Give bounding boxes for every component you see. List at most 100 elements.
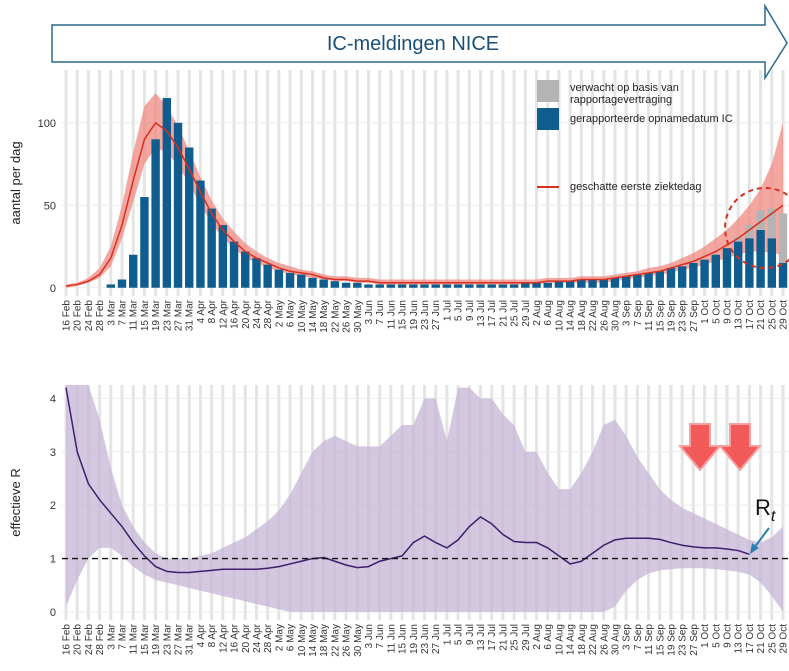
pointer-head <box>750 543 759 554</box>
x-tick-label: 13 Jul <box>476 300 487 327</box>
bar <box>151 139 160 288</box>
x-tick-label: 24 Apr <box>252 623 263 653</box>
x-tick-label: 11 Jun <box>386 624 397 653</box>
bar <box>509 284 519 288</box>
bar <box>521 282 530 288</box>
x-tick-label: 20 Feb <box>73 300 84 332</box>
x-tick-label: 23 Jun <box>420 624 431 654</box>
x-tick-label: 27 Mar <box>174 299 185 331</box>
banner-arrow <box>51 3 788 81</box>
x-tick-label: 6 May <box>286 300 297 327</box>
confidence-band <box>66 385 783 612</box>
x-tick-label: 2 May <box>274 300 285 327</box>
y-tick-label: 2 <box>50 500 56 512</box>
bar <box>722 248 732 288</box>
bar <box>420 284 429 288</box>
x-tick-label: 21 Jul <box>498 300 509 327</box>
x-tick-label: 14 May <box>308 624 319 657</box>
y-axis-label: aantal per dag <box>8 141 23 224</box>
y-tick-label: 100 <box>38 118 56 130</box>
down-arrow <box>717 423 763 472</box>
bar-stacked <box>767 208 776 239</box>
annotation-main: R <box>755 495 771 520</box>
x-tick-label: 8 Apr <box>207 299 218 323</box>
x-tick-label: 30 May <box>353 300 364 333</box>
bar <box>173 122 183 288</box>
bar <box>487 284 496 288</box>
x-tick-label: 9 Oct <box>722 624 733 648</box>
x-tick-label: 27 Sep <box>689 300 700 332</box>
x-tick-label: 28 Feb <box>95 624 106 656</box>
bar <box>285 272 295 288</box>
banner-title: IC-meldingen NICE <box>327 33 499 55</box>
x-tick-label: 7 Sep <box>633 300 644 327</box>
x-tick-label: 2 Aug <box>532 624 543 650</box>
y-tick-label: 1 <box>50 554 56 566</box>
x-tick-label: 13 Oct <box>734 624 745 654</box>
x-tick-label: 15 Jun <box>398 300 409 330</box>
x-tick-label: 17 Oct <box>745 624 756 654</box>
x-tick-label: 30 May <box>353 624 364 657</box>
x-tick-label: 5 Jul <box>454 300 465 321</box>
x-tick-label: 24 Feb <box>84 300 95 332</box>
x-tick-label: 10 May <box>297 624 308 657</box>
x-tick-label: 29 Oct <box>779 300 789 330</box>
x-tick-label: 2 May <box>274 624 285 651</box>
bar <box>633 274 642 288</box>
bar <box>745 238 754 288</box>
line <box>65 121 784 287</box>
x-tick-label: 5 Oct <box>711 300 722 324</box>
bar <box>554 281 564 288</box>
x-tick-label: 18 May <box>319 300 330 333</box>
x-tick-label: 7 Jun <box>375 624 386 648</box>
x-tick-label: 19 Mar <box>151 299 162 331</box>
x-tick-label: 24 Apr <box>252 299 263 329</box>
annotation: Rt <box>755 495 776 525</box>
x-tick-label: 23 Mar <box>162 299 173 331</box>
bar <box>117 279 127 288</box>
x-tick-label: 22 May <box>330 300 341 333</box>
bar <box>442 284 452 288</box>
x-tick-label: 11 Mar <box>129 623 140 654</box>
x-tick-label: 24 Feb <box>84 624 95 656</box>
line <box>65 387 750 574</box>
x-tick-label: 11 Sep <box>644 624 655 655</box>
x-tick-label: 4 Apr <box>196 299 207 323</box>
bar <box>767 238 776 288</box>
x-tick-label: 3 Sep <box>622 624 633 651</box>
bar <box>453 284 463 288</box>
pointer-line <box>753 527 770 549</box>
bar <box>677 266 687 288</box>
bar <box>644 272 653 288</box>
x-tick-label: 28 Apr <box>263 299 274 329</box>
legend-swatch <box>537 80 559 102</box>
x-tick-label: 21 Jul <box>498 624 509 651</box>
legend-swatch <box>537 186 559 188</box>
x-tick-label: 15 Sep <box>655 300 666 332</box>
x-tick-label: 10 Aug <box>554 624 565 655</box>
y-tick-label: 0 <box>50 607 56 619</box>
x-tick-label: 9 Jul <box>465 624 476 645</box>
x-tick-label: 1 Jul <box>442 300 453 321</box>
x-tick-label: 22 Aug <box>588 300 599 331</box>
x-tick-label: 12 Apr <box>218 299 229 329</box>
x-tick-label: 28 Apr <box>263 623 274 653</box>
x-tick-label: 15 Mar <box>140 623 151 655</box>
legend-swatch <box>537 108 559 130</box>
bar <box>106 284 116 288</box>
x-tick-label: 16 Feb <box>62 624 73 656</box>
bar <box>241 251 250 288</box>
x-tick-label: 21 Oct <box>756 624 767 654</box>
bar <box>207 208 216 288</box>
bar <box>599 279 608 288</box>
bar <box>476 284 485 288</box>
bar <box>666 267 676 288</box>
x-tick-label: 18 Aug <box>577 624 588 655</box>
x-tick-label: 13 Oct <box>734 300 745 330</box>
x-tick-label: 31 Mar <box>185 299 196 331</box>
x-tick-label: 6 Aug <box>543 300 554 326</box>
x-tick-label: 29 Jul <box>521 624 532 651</box>
x-tick-label: 29 Jul <box>521 300 532 327</box>
x-tick-label: 3 Mar <box>106 299 117 325</box>
y-tick-label: 50 <box>44 200 56 212</box>
